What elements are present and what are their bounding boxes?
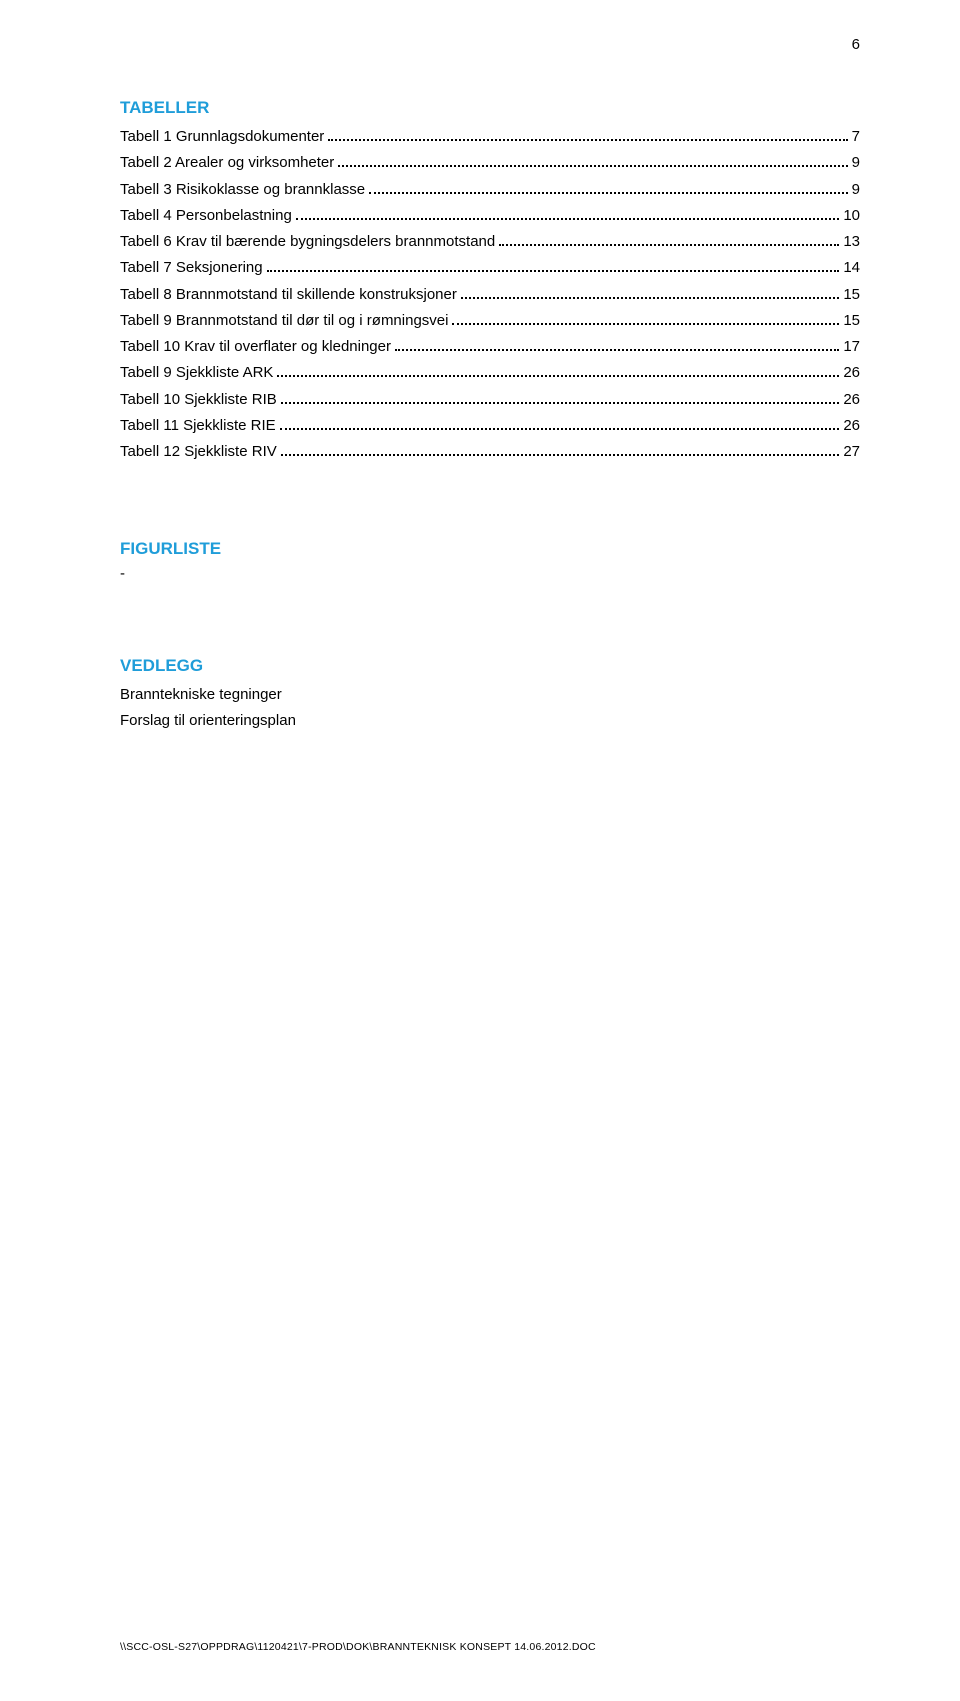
toc-page: 9 (852, 150, 860, 176)
toc-row: Tabell 10 Krav til overflater og klednin… (120, 334, 860, 360)
toc-label: Tabell 8 Brannmotstand til skillende kon… (120, 282, 457, 308)
vedlegg-line: Branntekniske tegninger (120, 682, 860, 708)
toc-row: Tabell 9 Sjekkliste ARK 26 (120, 360, 860, 386)
toc-row: Tabell 12 Sjekkliste RIV 27 (120, 439, 860, 465)
toc-dots (328, 131, 847, 142)
toc-page: 15 (843, 282, 860, 308)
toc-page: 14 (843, 255, 860, 281)
toc-page: 26 (843, 387, 860, 413)
toc-label: Tabell 3 Risikoklasse og brannklasse (120, 177, 365, 203)
toc-row: Tabell 4 Personbelastning 10 (120, 203, 860, 229)
toc-label: Tabell 4 Personbelastning (120, 203, 292, 229)
toc-label: Tabell 6 Krav til bærende bygningsdelers… (120, 229, 495, 255)
toc-dots (452, 314, 839, 325)
toc-dots (281, 393, 840, 404)
toc-row: Tabell 1 Grunnlagsdokumenter 7 (120, 124, 860, 150)
heading-vedlegg: VEDLEGG (120, 656, 860, 676)
toc-row: Tabell 7 Seksjonering 14 (120, 255, 860, 281)
toc-tabeller: Tabell 1 Grunnlagsdokumenter7Tabell 2 Ar… (120, 124, 860, 465)
toc-dots (499, 236, 839, 247)
toc-page: 9 (852, 177, 860, 203)
toc-dots (277, 367, 839, 378)
toc-label: Tabell 7 Seksjonering (120, 255, 263, 281)
toc-row: Tabell 11 Sjekkliste RIE 26 (120, 413, 860, 439)
toc-row: Tabell 8 Brannmotstand til skillende kon… (120, 282, 860, 308)
toc-dots (461, 288, 839, 299)
heading-figurliste: FIGURLISTE (120, 539, 860, 559)
page-number: 6 (852, 36, 860, 53)
toc-label: Tabell 10 Sjekkliste RIB (120, 387, 277, 413)
footer-path: \\SCC-OSL-S27\OPPDRAG\1120421\7-PROD\DOK… (120, 1641, 596, 1653)
toc-row: Tabell 6 Krav til bærende bygningsdelers… (120, 229, 860, 255)
toc-page: 27 (843, 439, 860, 465)
vedlegg-lines: Branntekniske tegningerForslag til orien… (120, 682, 860, 733)
toc-label: Tabell 9 Brannmotstand til dør til og i … (120, 308, 448, 334)
toc-page: 7 (852, 124, 860, 150)
toc-dots (267, 262, 840, 273)
toc-row: Tabell 3 Risikoklasse og brannklasse 9 (120, 177, 860, 203)
toc-dots (281, 446, 840, 457)
toc-label: Tabell 12 Sjekkliste RIV (120, 439, 277, 465)
toc-page: 17 (843, 334, 860, 360)
toc-page: 26 (843, 413, 860, 439)
heading-tabeller: TABELLER (120, 98, 860, 118)
vedlegg-line: Forslag til orienteringsplan (120, 708, 860, 734)
toc-row: Tabell 9 Brannmotstand til dør til og i … (120, 308, 860, 334)
toc-page: 26 (843, 360, 860, 386)
toc-page: 13 (843, 229, 860, 255)
toc-row: Tabell 10 Sjekkliste RIB 26 (120, 387, 860, 413)
toc-label: Tabell 11 Sjekkliste RIE (120, 413, 276, 439)
toc-dots (395, 341, 839, 352)
toc-dots (369, 183, 848, 194)
toc-dots (296, 209, 840, 220)
document-page: 6 TABELLER Tabell 1 Grunnlagsdokumenter 7… (0, 0, 960, 1701)
toc-label: Tabell 9 Sjekkliste ARK (120, 360, 273, 386)
figurliste-dash: - (120, 565, 860, 582)
toc-row: Tabell 2 Arealer og virksomheter 9 (120, 150, 860, 176)
toc-page: 15 (843, 308, 860, 334)
toc-dots (280, 419, 840, 430)
toc-page: 10 (843, 203, 860, 229)
toc-dots (338, 157, 847, 168)
toc-label: Tabell 10 Krav til overflater og klednin… (120, 334, 391, 360)
toc-label: Tabell 1 Grunnlagsdokumenter (120, 124, 324, 150)
toc-label: Tabell 2 Arealer og virksomheter (120, 150, 334, 176)
